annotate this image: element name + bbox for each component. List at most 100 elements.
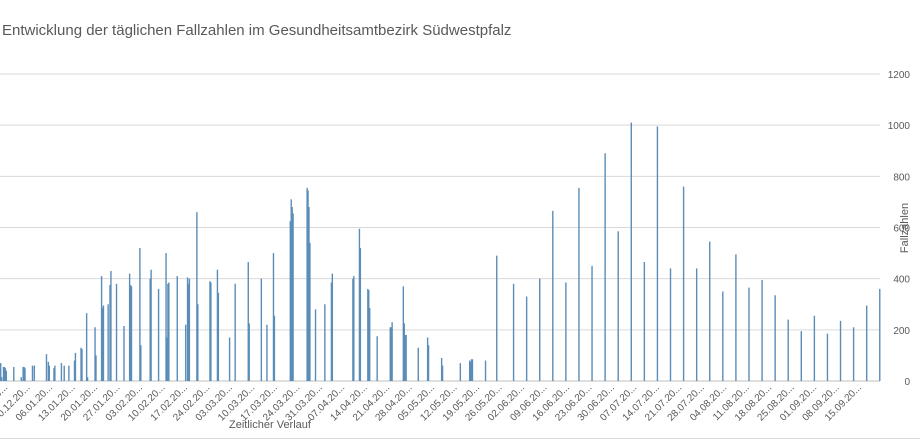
- bar: [324, 304, 326, 381]
- bar: [210, 282, 212, 381]
- bar: [234, 283, 236, 381]
- bar: [630, 122, 632, 381]
- y-tick-label: 1000: [888, 121, 911, 132]
- bar: [209, 281, 211, 381]
- bar: [81, 349, 83, 381]
- bar: [149, 278, 151, 381]
- chart-title: Entwicklung der täglichen Fallzahlen im …: [2, 22, 512, 39]
- bar: [403, 323, 405, 381]
- bar: [525, 296, 528, 381]
- y-tick-label: 200: [893, 326, 910, 337]
- bar: [123, 325, 125, 381]
- bar: [139, 247, 141, 381]
- bar: [852, 327, 855, 381]
- bar: [426, 337, 429, 381]
- bar: [115, 283, 118, 381]
- bar: [367, 288, 369, 381]
- bar: [94, 327, 96, 381]
- bar: [308, 207, 310, 381]
- bar: [469, 361, 472, 381]
- bar: [31, 365, 34, 381]
- bar: [186, 277, 189, 381]
- bar: [591, 265, 593, 381]
- bar: [23, 366, 25, 381]
- bar: [22, 366, 24, 381]
- bar: [197, 304, 199, 381]
- bar: [353, 276, 355, 381]
- bar: [682, 186, 685, 381]
- bar: [656, 126, 659, 381]
- bar: [496, 255, 498, 381]
- bar: [47, 361, 50, 381]
- bar: [879, 288, 881, 381]
- bar: [359, 247, 362, 381]
- bar: [470, 359, 473, 381]
- bar: [107, 304, 109, 381]
- bar: [404, 334, 406, 381]
- bar: [80, 347, 82, 381]
- bar: [68, 365, 70, 381]
- bar: [292, 213, 294, 381]
- bar: [314, 309, 317, 381]
- bar: [2, 366, 5, 381]
- y-tick-label: 1200: [888, 70, 911, 81]
- bar: [101, 308, 104, 381]
- bar: [427, 345, 430, 381]
- bar: [578, 187, 580, 381]
- bar: [722, 291, 724, 381]
- bar: [617, 231, 619, 381]
- bar: [390, 327, 392, 381]
- bar: [228, 337, 231, 381]
- bar: [24, 368, 26, 381]
- bar: [352, 278, 354, 381]
- bar: [150, 269, 152, 381]
- y-tick-label: 600: [893, 224, 910, 235]
- bar: [247, 262, 249, 381]
- bar: [417, 347, 419, 381]
- bar: [440, 357, 443, 381]
- bar: [813, 315, 816, 381]
- bar: [405, 334, 407, 381]
- bar: [266, 324, 268, 381]
- bar: [217, 292, 220, 381]
- bar: [604, 153, 606, 381]
- bar: [187, 283, 190, 381]
- bar: [53, 368, 55, 381]
- bar: [63, 365, 65, 381]
- bar: [643, 262, 646, 381]
- bar: [109, 285, 111, 381]
- bar: [307, 190, 309, 381]
- bar: [95, 355, 97, 381]
- bar: [787, 319, 789, 381]
- y-tick-label: 0: [904, 377, 910, 388]
- bar: [291, 207, 293, 381]
- bar: [129, 285, 132, 381]
- bar: [389, 327, 391, 381]
- bar: [774, 295, 776, 381]
- bar: [539, 278, 541, 381]
- bar: [102, 305, 105, 381]
- bar: [358, 228, 361, 381]
- bar: [73, 360, 76, 381]
- bar: [441, 365, 444, 381]
- bar: [306, 187, 308, 381]
- bar: [669, 268, 672, 381]
- bar: [128, 273, 131, 381]
- bar: [330, 282, 333, 381]
- bar: [165, 253, 167, 381]
- bar: [45, 354, 48, 381]
- bar: [709, 241, 711, 381]
- bar: [468, 360, 471, 381]
- bar: [5, 370, 8, 381]
- y-tick-label: 400: [893, 275, 910, 286]
- bar: [748, 287, 750, 381]
- bar: [248, 323, 250, 381]
- bar: [4, 368, 7, 381]
- bar: [309, 242, 311, 381]
- bar: [826, 333, 829, 381]
- bar: [735, 254, 737, 381]
- bar: [166, 337, 168, 381]
- bar: [20, 377, 22, 381]
